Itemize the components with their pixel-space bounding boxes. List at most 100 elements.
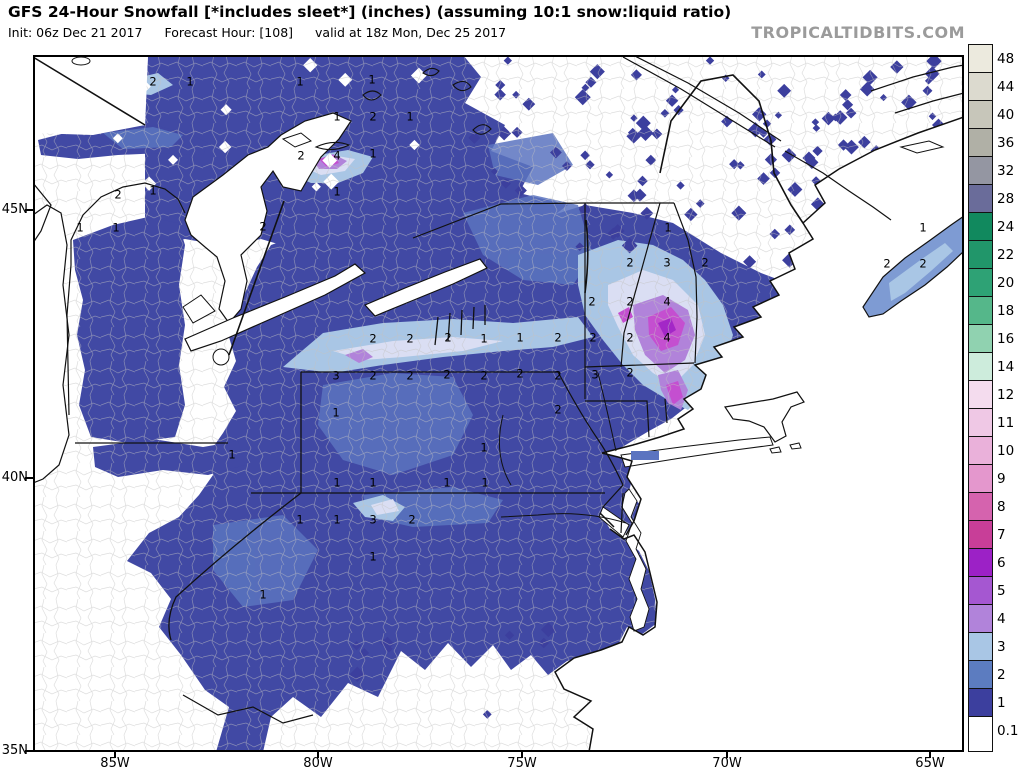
colorbar-cell [968, 268, 993, 297]
colorbar-tick-label: 14 [997, 359, 1015, 375]
colorbar-cell [968, 576, 993, 605]
lon-tick-label: 65W [915, 756, 945, 771]
lon-tick-label: 80W [303, 756, 333, 771]
lake-michigan [33, 204, 70, 484]
wisconsin-shore [33, 182, 52, 244]
lake-st-clair [212, 348, 230, 366]
lat-tick-label: 45N [1, 202, 28, 217]
colorbar-tick-label: 3 [997, 639, 1006, 655]
lon-tick-label: 85W [100, 756, 130, 771]
colorbar-cell-below-min [968, 716, 993, 752]
colorbar-cell [968, 464, 993, 493]
lake-huron [184, 112, 352, 324]
colorbar-tick-label: 5 [997, 583, 1006, 599]
ontario-small-lakes [314, 67, 492, 151]
atlantic-ocean [555, 117, 964, 752]
colorbar-cell [968, 408, 993, 437]
colorbar-tick-label: 12 [997, 387, 1015, 403]
colorbar-cell [968, 296, 993, 325]
colorbar-tick-label: 18 [997, 303, 1015, 319]
lat-tick-label: 35N [1, 743, 28, 758]
colorbar-tick-label: 24 [997, 219, 1015, 235]
colorbar-cell [968, 352, 993, 381]
colorbar-cell [968, 324, 993, 353]
watermark-logo: TROPICALTIDBITS.COM [751, 23, 965, 42]
lat-tick [25, 750, 33, 752]
colorbar-tick-label: 48 [997, 51, 1015, 67]
colorbar-tick-label: 0.1 [997, 723, 1019, 739]
lon-tick [521, 752, 523, 758]
colorbar-tick-label: 2 [997, 667, 1006, 683]
colorbar-tick-label: 7 [997, 527, 1006, 543]
state-border-new-england [584, 202, 698, 438]
small-lake [71, 56, 91, 66]
lon-tick [929, 752, 931, 758]
atlantic-coastline [554, 116, 964, 752]
colorbar-cell [968, 632, 993, 661]
colorbar-cell [968, 128, 993, 157]
tn-nc-border [182, 694, 314, 724]
map-svg [33, 55, 964, 752]
lon-tick [726, 752, 728, 758]
ohio-river-border [168, 492, 302, 641]
state-border-ny-pa [251, 371, 605, 494]
colorbar-cell [968, 436, 993, 465]
lake-champlain [584, 219, 589, 294]
saginaw-bay [182, 294, 216, 324]
colorbar-tick-label: 1 [997, 695, 1006, 711]
susquehanna-river [498, 414, 512, 486]
lon-tick-label: 70W [712, 756, 742, 771]
colorbar-tick-label: 11 [997, 415, 1015, 431]
maine-canada-border [659, 74, 804, 224]
michigan-coast [66, 182, 228, 444]
prince-edward-island [899, 140, 945, 154]
finger-lakes [434, 305, 486, 346]
colorbar-tick-label: 6 [997, 555, 1006, 571]
nb-ns-coast [784, 150, 892, 221]
ontario-diagonal-line [228, 200, 285, 356]
colorbar-cell [968, 44, 993, 73]
lon-tick [114, 752, 116, 758]
potomac-river [500, 513, 627, 524]
marthas-vineyard [769, 446, 782, 454]
domain-diagonal-line [33, 56, 146, 126]
subtitle: Init: 06z Dec 21 2017 Forecast Hour: [108… [8, 25, 528, 40]
valid-time: valid at 18z Mon, Dec 25 2017 [315, 25, 507, 40]
map-border [33, 55, 964, 752]
colorbar-cell [968, 212, 993, 241]
colorbar-cell [968, 156, 993, 185]
cape-cod [723, 391, 805, 443]
colorbar-tick-label: 20 [997, 275, 1015, 291]
colorbar-tick-label: 8 [997, 499, 1006, 515]
hudson-river [597, 372, 617, 452]
colorbar-cell [968, 100, 993, 129]
forecast-hour: Forecast Hour: [108] [164, 25, 294, 40]
colorbar-cell [968, 72, 993, 101]
islands [620, 140, 964, 468]
colorbar-cell [968, 520, 993, 549]
colorbar-tick-label: 40 [997, 107, 1015, 123]
nantucket [789, 442, 802, 450]
lon-tick [317, 752, 319, 758]
us-canada-border [412, 202, 674, 239]
nova-scotia-light [889, 243, 953, 301]
lake-erie [184, 263, 367, 352]
lake-ontario [363, 258, 488, 317]
lakes [33, 55, 492, 484]
colorbar-cell [968, 604, 993, 633]
manitoulin-island [281, 132, 312, 148]
lat-tick [25, 209, 33, 211]
st-lawrence-river [622, 55, 782, 148]
state-border-delaware-river [557, 371, 624, 534]
colorbar-tick-label: 10 [997, 443, 1015, 459]
borders-layer [33, 55, 964, 752]
colorbar-cell [968, 688, 993, 717]
colorbar-tick-label: 4 [997, 611, 1006, 627]
colorbar-cell [968, 492, 993, 521]
colorbar-tick-label: 28 [997, 191, 1015, 207]
lat-tick [25, 477, 33, 479]
colorbar-tick-label: 16 [997, 331, 1015, 347]
colorbar-tick-label: 44 [997, 79, 1015, 95]
